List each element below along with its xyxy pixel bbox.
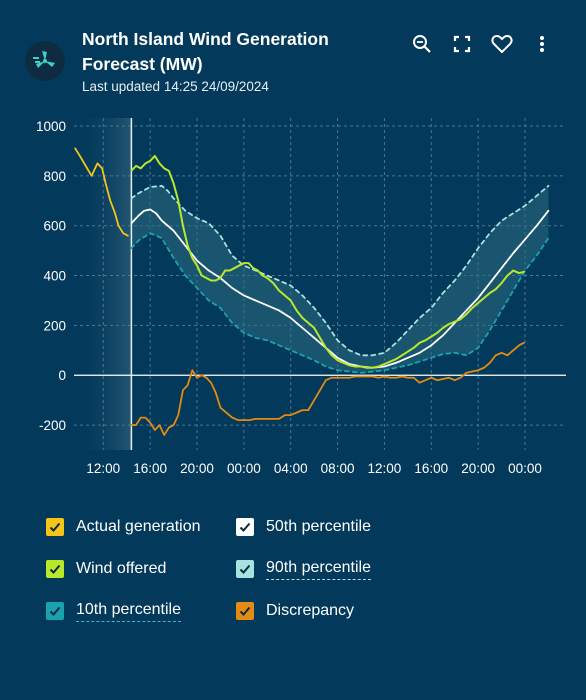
legend-label: 10th percentile [76,601,181,622]
x-tick-label: 08:00 [321,461,355,476]
y-tick-label: 400 [43,269,66,284]
series-line-10th-percentile [130,232,550,374]
x-tick-label: 20:00 [180,461,214,476]
x-tick-label: 16:00 [133,461,167,476]
series-line-discrepancy [130,341,525,436]
legend-item-discrepancy[interactable]: Discrepancy [236,600,354,622]
legend-item-actual-generation[interactable]: Actual generation [46,516,201,538]
forecast-chart: -200 0 200 400 600 800 1000 12:00 16:00 20:00 00:0… [0,110,586,490]
x-tick-label: 00:00 [508,461,542,476]
checkbox-checked-icon[interactable] [236,560,254,578]
wind-turbine-logo-icon [25,41,65,81]
series-line-wind-offered [130,154,525,369]
y-tick-label: 800 [43,169,66,184]
x-tick-label: 12:00 [86,461,120,476]
more-vertical-icon [540,36,544,52]
legend-item-50th-percentile[interactable]: 50th percentile [236,516,371,538]
checkbox-checked-icon[interactable] [46,518,64,536]
legend-item-wind-offered[interactable]: Wind offered [46,558,166,580]
x-tick-label: 12:00 [368,461,402,476]
percentile-band [131,185,549,373]
checkbox-checked-icon[interactable] [46,602,64,620]
zoom-button[interactable] [402,32,442,56]
series-line-90th-percentile [130,184,550,357]
legend-item-90th-percentile[interactable]: 90th percentile [236,558,371,580]
series-line-actual-generation [74,147,129,237]
fullscreen-icon [453,35,471,53]
y-tick-label: 1000 [36,119,66,134]
x-tick-label: 00:00 [227,461,261,476]
card-header: North Island Wind Generation Forecast (M… [22,24,562,104]
legend-label: 90th percentile [266,559,371,580]
zoom-icon [413,35,431,53]
checkbox-checked-icon[interactable] [236,602,254,620]
y-tick-label: -200 [39,418,66,433]
checkbox-checked-icon[interactable] [236,518,254,536]
checkbox-checked-icon[interactable] [46,560,64,578]
heart-icon [491,34,513,54]
legend-label: Actual generation [76,518,201,535]
forecast-chart-svg[interactable]: -200 0 200 400 600 800 1000 12:00 16:00 20:00 00:0… [0,110,586,490]
y-tick-label: 200 [43,318,66,333]
legend-label: Discrepancy [266,602,355,619]
legend-label: 50th percentile [266,518,371,535]
x-tick-label: 16:00 [414,461,448,476]
favourite-button[interactable] [482,32,522,56]
legend-label: Wind offered [76,560,167,577]
last-updated: Last updated 14:25 24/09/2024 [82,79,269,94]
card-title: North Island Wind Generation Forecast (M… [82,29,329,74]
more-options-button[interactable] [522,32,562,56]
card-actions [402,32,562,56]
fullscreen-button[interactable] [442,32,482,56]
x-tick-label: 20:00 [461,461,495,476]
y-tick-label: 0 [58,368,66,383]
x-tick-label: 04:00 [274,461,308,476]
series-line-50th-percentile [130,208,550,369]
legend-item-10th-percentile[interactable]: 10th percentile [46,600,181,622]
y-tick-label: 600 [43,219,66,234]
